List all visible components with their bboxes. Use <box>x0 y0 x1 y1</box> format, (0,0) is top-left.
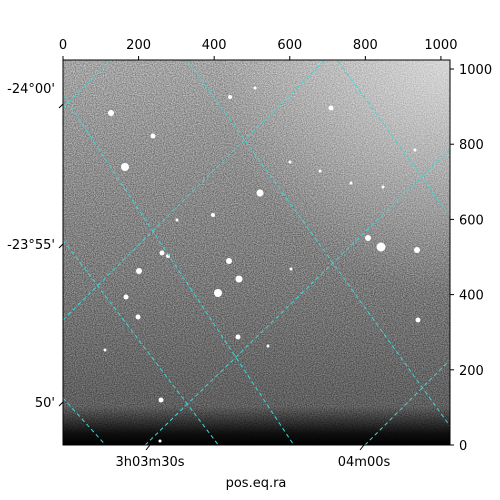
top-tick-label: 400 <box>202 38 227 53</box>
right-tick-label: 200 <box>459 364 484 379</box>
star <box>211 213 215 217</box>
star <box>349 181 353 185</box>
top-tick-label: 0 <box>59 38 67 53</box>
right-tick-label: 600 <box>459 213 484 228</box>
star <box>159 250 165 256</box>
ra-label-1: 3h03m30s <box>115 455 184 470</box>
left-axis: -24°00' -23°55' 50' <box>7 82 64 411</box>
star <box>158 439 162 443</box>
star <box>266 344 270 348</box>
sky-image <box>63 60 450 445</box>
coordinate-grid <box>63 60 450 445</box>
bottom-axis: 3h03m30s 04m00s <box>115 444 391 470</box>
right-tick-label: 400 <box>459 289 484 304</box>
star <box>135 314 141 320</box>
dec-grid-line <box>63 239 219 445</box>
star <box>235 275 243 283</box>
top-tick-label: 800 <box>353 38 378 53</box>
top-tick-label: 1000 <box>424 38 457 53</box>
star <box>414 247 420 253</box>
ra-grid-line <box>63 60 326 321</box>
star <box>253 86 257 90</box>
star <box>150 133 156 139</box>
dec-grid-line <box>63 94 295 445</box>
star <box>136 268 142 274</box>
top-tick-label: 600 <box>277 38 302 53</box>
ra-grid-line <box>63 60 111 109</box>
plot-frame <box>62 59 451 446</box>
star <box>123 294 129 300</box>
right-tick-label: 0 <box>459 439 467 454</box>
dec-grid-line <box>186 60 450 427</box>
star <box>228 95 232 99</box>
top-tick-label: 200 <box>126 38 151 53</box>
star <box>381 185 385 189</box>
dec-label-3: 50' <box>35 396 55 411</box>
ra-label-2: 04m00s <box>338 455 391 470</box>
dec-label-1: -24°00' <box>7 82 55 97</box>
star <box>413 148 417 152</box>
star-field <box>103 86 421 443</box>
ra-grid-line <box>144 148 450 445</box>
star <box>226 258 232 264</box>
star <box>256 189 264 197</box>
star <box>158 397 164 403</box>
star <box>103 348 107 352</box>
dec-label-2: -23°55' <box>7 238 55 253</box>
star <box>289 267 293 271</box>
right-axis: 0 200 400 600 800 1000 <box>450 63 492 454</box>
star <box>318 169 322 173</box>
star <box>288 160 292 164</box>
star <box>108 110 114 116</box>
ra-grid-line <box>364 359 450 445</box>
star <box>175 218 179 222</box>
star <box>214 289 222 297</box>
star <box>328 105 334 111</box>
right-tick-label: 1000 <box>459 63 492 78</box>
star <box>415 317 421 323</box>
star <box>365 235 371 241</box>
dec-grid-line <box>336 60 450 218</box>
right-tick-label: 800 <box>459 138 484 153</box>
star <box>121 163 129 171</box>
x-axis-title: pos.eq.ra <box>226 476 287 491</box>
dec-grid-line <box>63 397 107 445</box>
top-axis: 0 200 400 600 800 1000 <box>59 38 457 60</box>
star <box>235 334 241 340</box>
star <box>376 242 386 252</box>
